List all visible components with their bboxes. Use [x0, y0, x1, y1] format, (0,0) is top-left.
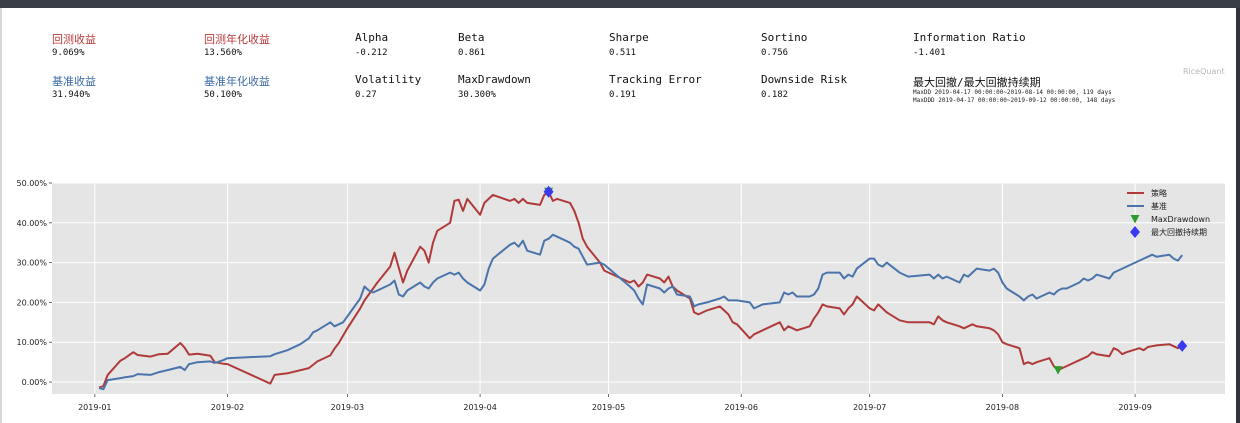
- metric-value: -0.212: [355, 48, 388, 58]
- x-tick-label: 2019-02: [211, 403, 244, 412]
- x-tick-label: 2019-08: [986, 403, 1019, 412]
- metric-label: Information Ratio: [913, 31, 1026, 44]
- x-tick-label: 2019-06: [725, 403, 758, 412]
- metric-label: 基准收益: [52, 75, 96, 88]
- metric-value: 0.27: [355, 90, 377, 100]
- metric-label: Sharpe: [609, 31, 649, 44]
- metric-value: 9.069%: [52, 48, 85, 58]
- series-line-1: [98, 233, 1183, 391]
- series-line-0: [98, 190, 1183, 389]
- metric-value: 13.560%: [204, 48, 242, 58]
- x-tick-label: 2019-05: [592, 403, 625, 412]
- metric-value: 31.940%: [52, 90, 90, 100]
- x-tick-label: 2019-04: [463, 403, 496, 412]
- metric-label: Volatility: [355, 73, 422, 86]
- max-drawdown-duration: MaxDDD 2019-04-17 00:00:00~2019-09-12 00…: [913, 97, 1116, 104]
- metric-label: Downside Risk: [761, 73, 848, 86]
- metric-value: 50.100%: [204, 90, 242, 100]
- right-scroll-edge[interactable]: [1236, 8, 1240, 423]
- metric-value: 0.511: [609, 48, 637, 58]
- legend-label: 基准: [1151, 201, 1167, 211]
- y-tick-label: 30.00%: [16, 259, 47, 268]
- metric-label: Alpha: [355, 31, 389, 44]
- metric-value: 0.191: [609, 90, 637, 100]
- metric-label: Tracking Error: [609, 73, 702, 86]
- legend-label: MaxDrawdown: [1151, 215, 1210, 224]
- y-tick-label: 10.00%: [16, 338, 47, 347]
- maxdrawdown-marker: [1053, 366, 1063, 375]
- y-tick-label: 50.00%: [16, 179, 47, 188]
- max-drawdown-period: MaxDD 2019-04-17 00:00:00~2019-08-14 00:…: [913, 89, 1112, 96]
- x-tick-label: 2019-03: [331, 403, 364, 412]
- metric-label: Beta: [458, 31, 485, 44]
- metric-label: MaxDrawdown: [458, 73, 531, 86]
- metric-value: 30.300%: [458, 90, 496, 100]
- x-tick-label: 2019-07: [853, 403, 886, 412]
- metric-value: 0.756: [761, 48, 789, 58]
- y-tick-label: 40.00%: [16, 219, 47, 228]
- metric-label: 基准年化收益: [204, 75, 270, 88]
- legend-label: 最大回撤持续期: [1151, 227, 1207, 237]
- y-tick-label: 0.00%: [22, 378, 48, 387]
- metric-value: -1.401: [913, 48, 946, 58]
- plot-area: [52, 183, 1225, 394]
- ricequant-watermark: RiceQuant: [1183, 67, 1225, 76]
- duration-marker: [1177, 339, 1188, 352]
- y-tick-label: 20.00%: [16, 298, 47, 307]
- left-edge: [0, 8, 2, 423]
- legend-marker-duration: [1130, 226, 1140, 238]
- legend-marker-maxdrawdown: [1130, 215, 1140, 224]
- metric-value: 0.182: [761, 90, 789, 100]
- window-top-bar: [0, 0, 1240, 8]
- duration-marker: [543, 185, 554, 198]
- x-tick-label: 2019-09: [1118, 403, 1151, 412]
- drawdown-label: 最大回撤/最大回撤持续期: [913, 76, 1041, 89]
- x-tick-label: 2019-01: [78, 403, 111, 412]
- metric-label: 回测收益: [52, 33, 96, 46]
- metric-label: Sortino: [761, 31, 808, 44]
- metric-label: 回测年化收益: [204, 33, 270, 46]
- metric-value: 0.861: [458, 48, 486, 58]
- legend-label: 策略: [1151, 188, 1167, 198]
